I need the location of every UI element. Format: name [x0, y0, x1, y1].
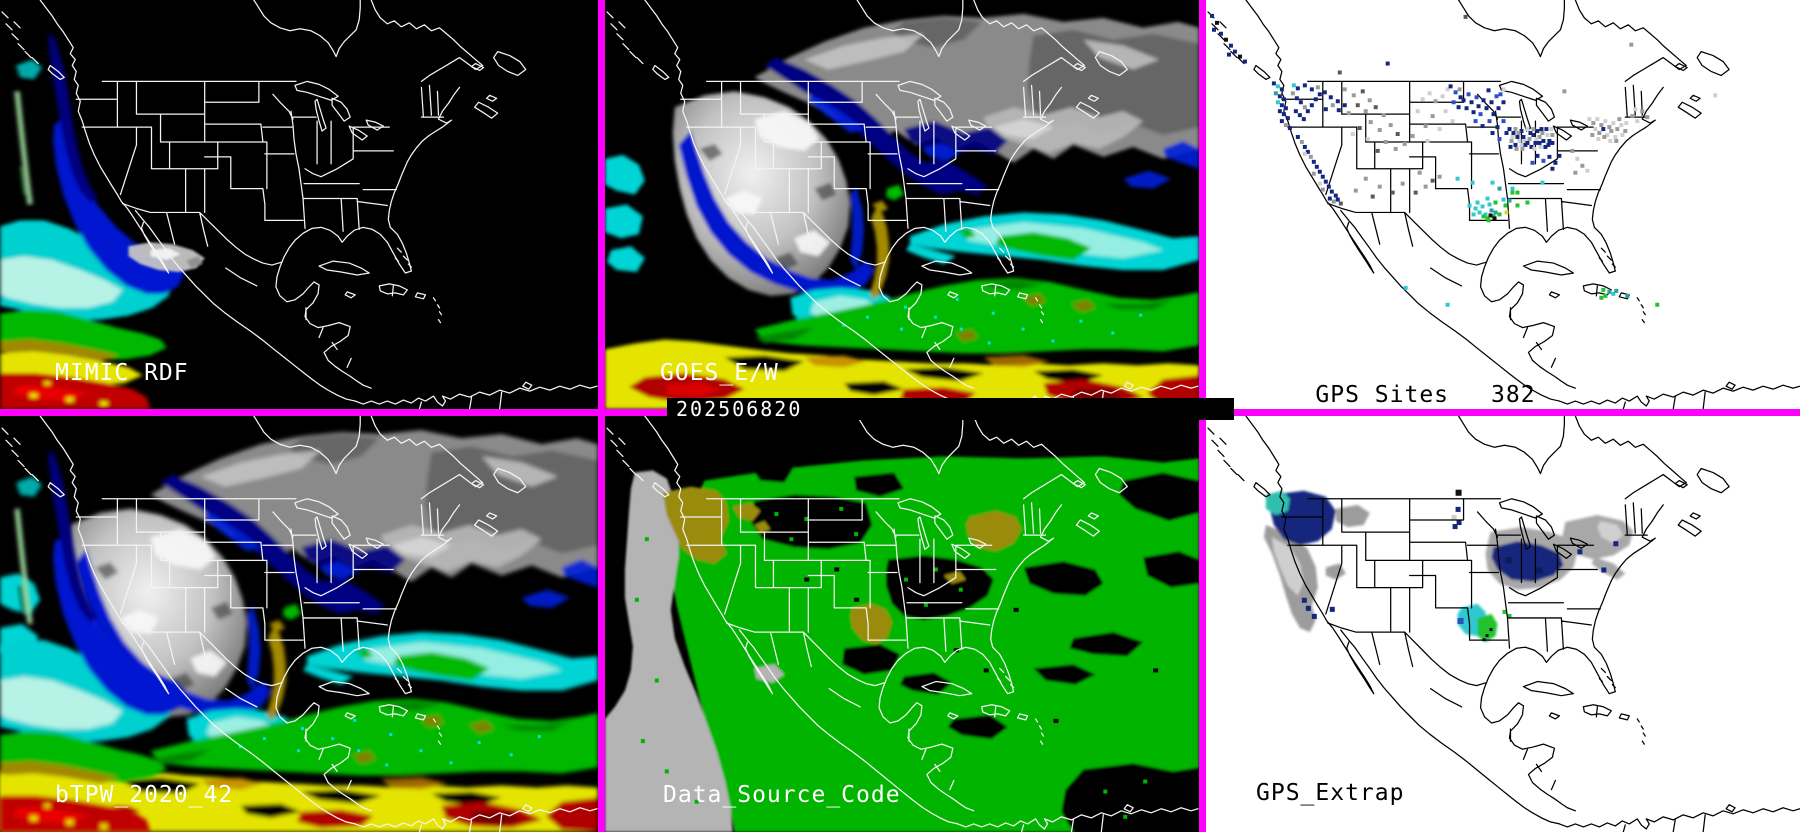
extrapolated-field	[1263, 490, 1634, 643]
btpw-image	[0, 416, 598, 832]
goes-ew-image	[605, 0, 1199, 409]
panel-gps-sites: GPS Sites 382	[1206, 0, 1800, 409]
gps-sites-image	[1207, 0, 1800, 409]
panel-gps-extrap: GPS_Extrap	[1206, 416, 1800, 832]
data-source-code-image	[605, 416, 1199, 832]
panel-btpw: bTPW_2020_42	[0, 416, 598, 832]
timestamp-band: 202506820	[667, 397, 1234, 421]
gps-sites-label: GPS Sites	[1315, 382, 1450, 408]
panel-mimic-rdf: MIMIC RDF	[0, 0, 598, 409]
green-speckles	[634, 506, 1148, 819]
panel-title-gps-sites: GPS Sites 382	[1256, 356, 1536, 409]
map-outline	[1207, 416, 1800, 832]
gps-sites-count: 382	[1491, 382, 1536, 408]
panel-title-btpw: bTPW_2020_42	[55, 782, 234, 808]
vertical-divider-left	[598, 0, 605, 832]
panel-title-goes-ew: GOES_E/W	[660, 360, 779, 386]
gps-extrap-image	[1207, 416, 1800, 832]
timestamp-text: 202506820	[676, 397, 803, 421]
microwave-swath-cloud-patch	[128, 242, 205, 273]
panel-title-gps-extrap: GPS_Extrap	[1256, 780, 1405, 806]
gps-site-markers	[1209, 13, 1718, 307]
data-source-field	[605, 416, 1199, 832]
panel-data-source-code: Data_Source_Code	[605, 416, 1199, 832]
mimic-rdf-image	[0, 0, 598, 409]
panel-title-data-source-code: Data_Source_Code	[663, 782, 901, 808]
panel-title-mimic-rdf: MIMIC RDF	[55, 360, 189, 386]
panel-goes-ew: GOES_E/W	[605, 0, 1199, 409]
